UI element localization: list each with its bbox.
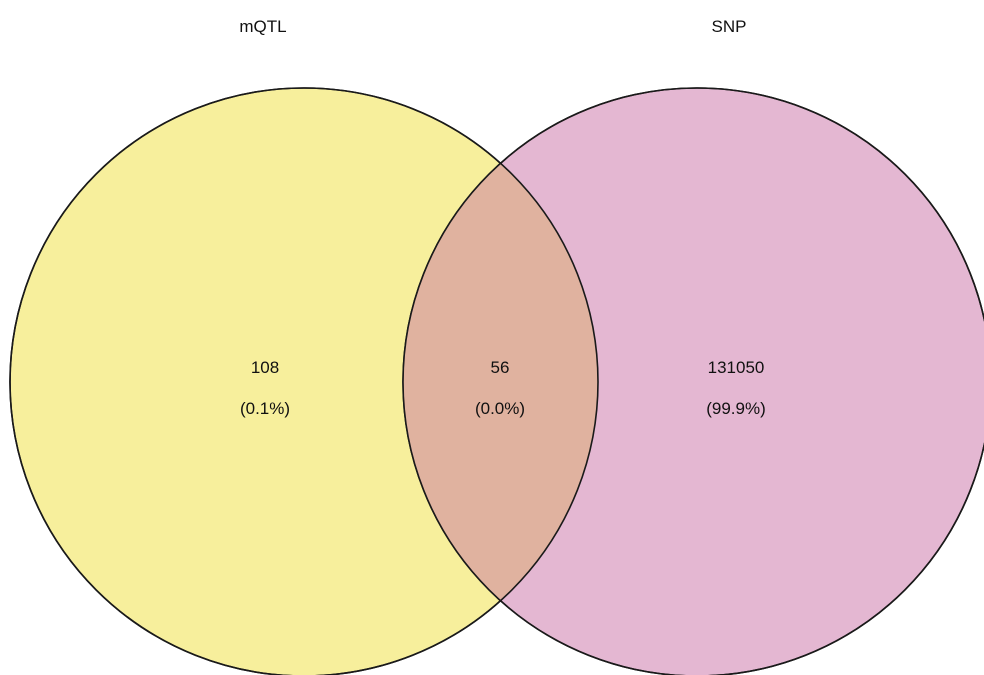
region-count-snp-only: 131050 — [708, 358, 765, 377]
set-title-mqtl: mQTL — [239, 17, 286, 36]
set-outline-snp — [402, 87, 984, 675]
intersection-region — [403, 88, 598, 675]
region-percent-mqtl-only: (0.1%) — [240, 399, 290, 418]
region-count-intersection: 56 — [491, 358, 510, 377]
set-outline-mqtl — [9, 87, 599, 675]
set-title-snp: SNP — [712, 17, 747, 36]
region-percent-snp-only: (99.9%) — [706, 399, 766, 418]
region-percent-intersection: (0.0%) — [475, 399, 525, 418]
region-count-mqtl-only: 108 — [251, 358, 279, 377]
